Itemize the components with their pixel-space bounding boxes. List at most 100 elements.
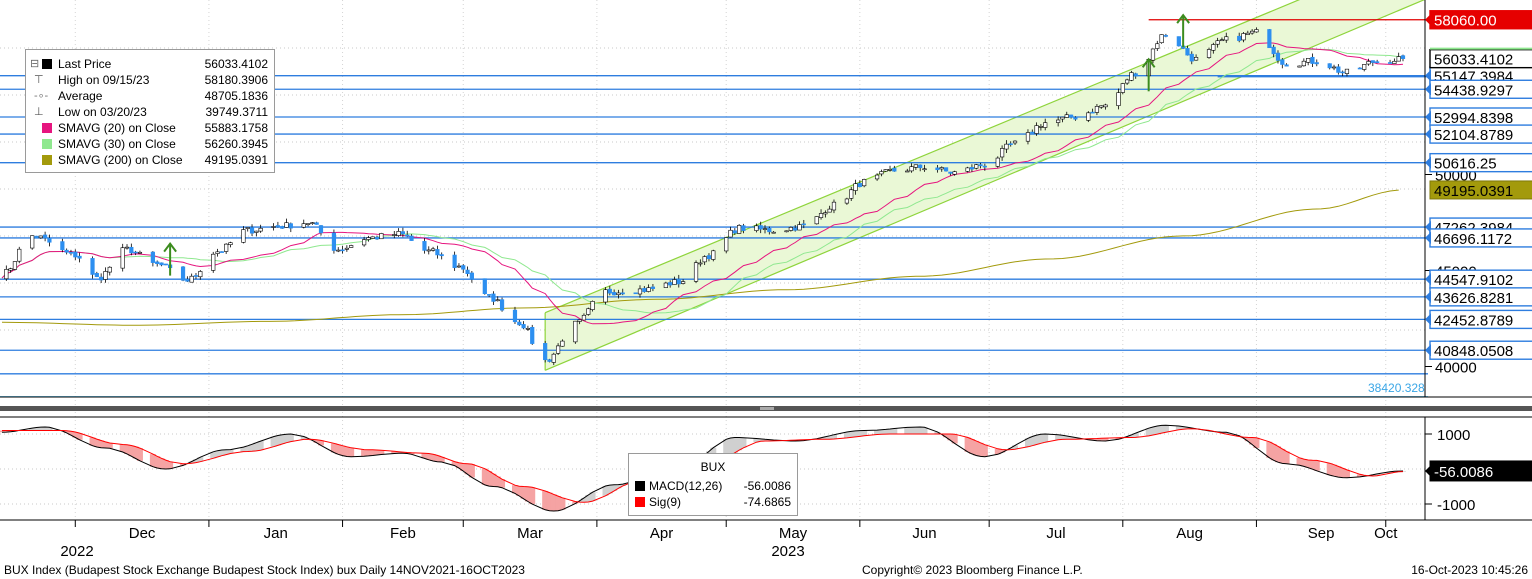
candle-body [1400, 55, 1406, 59]
sma20-line [1, 42, 1404, 325]
candle-body [999, 148, 1005, 158]
candle-body [1099, 105, 1104, 108]
candle-body [543, 343, 548, 361]
candle-body [163, 263, 168, 266]
candle-body [1103, 104, 1108, 108]
candle-body [1366, 61, 1371, 65]
candle-body [1357, 67, 1362, 70]
candle-body [892, 167, 897, 172]
candle-body [831, 201, 837, 211]
candle-body [137, 251, 143, 254]
avg-marker-icon: -∘- [34, 90, 49, 102]
candle-body [1344, 68, 1350, 74]
candle-body [1155, 43, 1160, 49]
footer-timestamp: 16-Oct-2023 10:45:26 [1411, 563, 1528, 577]
level-label: 38420.328 [1368, 381, 1425, 395]
candle-body [525, 328, 531, 330]
candle-body [452, 254, 457, 269]
low-marker-icon: ⊥ [34, 106, 44, 118]
candle-body [1125, 79, 1130, 84]
candle-body [1030, 131, 1035, 134]
legend-label: High on 09/15/23 [58, 73, 150, 87]
candle-body [4, 269, 9, 280]
candle-body [1336, 66, 1341, 73]
year-label: 2022 [60, 543, 93, 560]
candle-body [637, 288, 643, 295]
level-label-pointer [1425, 273, 1431, 286]
candle-body [249, 227, 255, 234]
candle-body [301, 223, 306, 228]
candle-body [1008, 143, 1013, 145]
level-label: 50616.25 [1434, 156, 1497, 173]
candle-body [491, 293, 496, 302]
candle-body [1387, 62, 1393, 64]
level-label: 52994.8398 [1434, 110, 1513, 127]
candle-body [465, 269, 470, 274]
x-tick-label: Mar [517, 525, 543, 542]
candle-body [189, 275, 194, 283]
candle-body [288, 223, 293, 229]
candle-body [1267, 29, 1272, 49]
x-tick-label: Feb [390, 525, 416, 542]
candle-body [34, 235, 39, 238]
candle-body [969, 167, 975, 170]
candle-body [1043, 122, 1048, 128]
candle-body [1064, 114, 1069, 118]
candle-body [1245, 32, 1250, 35]
candle-body [43, 234, 48, 239]
up-arrow-head-icon [1141, 57, 1156, 68]
candle-body [38, 235, 43, 239]
legend-row: SMAVG (30) on Close 56260.3945 [32, 136, 268, 152]
candle-body [90, 258, 95, 275]
candle-body [793, 227, 798, 231]
candle-body [362, 239, 367, 246]
legend-swatch-icon [42, 59, 52, 69]
candle-body [310, 222, 315, 224]
candle-body [995, 157, 1000, 167]
candle-body [405, 234, 410, 237]
candle-body [874, 174, 880, 180]
candle-body [521, 324, 526, 329]
candle-body [702, 256, 707, 263]
candle-body [801, 223, 806, 226]
candle-body [943, 167, 949, 172]
macd-legend-row-macd: MACD(12,26) -56.0086 [635, 478, 791, 494]
candle-body [814, 216, 819, 225]
legend-value: 58180.3906 [204, 73, 268, 87]
candle-body [47, 237, 52, 243]
candle-body [741, 225, 746, 231]
candle-body [555, 345, 561, 354]
up-arrow-head-icon [163, 241, 177, 253]
candle-body [180, 266, 186, 281]
candle-body [862, 179, 867, 187]
macd-legend-row-signal: Sig(9) -74.6865 [635, 494, 791, 510]
candle-body [650, 286, 656, 289]
candle-body [99, 276, 104, 281]
candle-body [1219, 39, 1225, 42]
candle-body [607, 288, 612, 294]
candle-body [758, 225, 763, 230]
candle-body [788, 227, 793, 231]
candle-body [1068, 114, 1074, 118]
level-label: 54438.9297 [1434, 82, 1513, 99]
candle-body [1211, 44, 1216, 51]
candle-body [305, 223, 311, 225]
candle-body [1150, 48, 1156, 61]
macd-y-tick-label: -1000 [1437, 497, 1475, 514]
candle-body [396, 231, 401, 236]
candle-body [439, 254, 444, 257]
candle-body [948, 171, 953, 174]
candle-body [1392, 60, 1397, 64]
candle-body [853, 183, 858, 191]
candle-body [1120, 83, 1125, 93]
candle-body [1163, 35, 1169, 37]
candle-body [469, 272, 474, 280]
collapse-icon[interactable]: ⊟ [30, 58, 40, 70]
candle-body [728, 229, 733, 238]
level-label-pointer [1425, 290, 1431, 303]
high-marker-icon: ⊤ [34, 74, 44, 86]
candle-body [1086, 112, 1091, 121]
legend-row: ⊟ Last Price 56033.4102 [30, 56, 268, 72]
candle-body [271, 226, 276, 228]
candles [4, 27, 1406, 366]
